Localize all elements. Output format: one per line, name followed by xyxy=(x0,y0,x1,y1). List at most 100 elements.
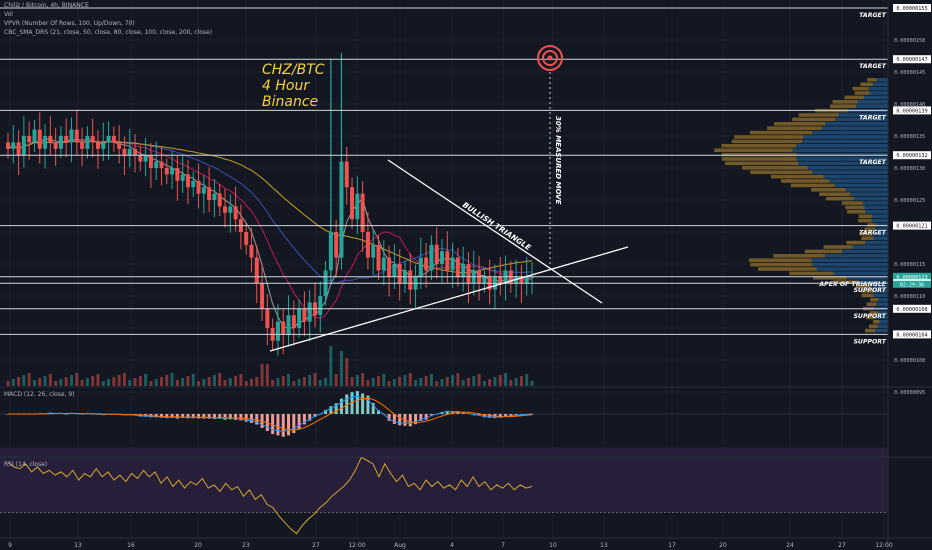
candle-body xyxy=(524,276,529,284)
price-tag-label: 0.00000121 xyxy=(896,224,927,230)
macd-hist-bar xyxy=(371,403,375,414)
volume-bar xyxy=(451,375,455,386)
vp-bar-up xyxy=(842,249,888,254)
macd-hist-bar xyxy=(440,411,444,414)
candle-body xyxy=(297,308,302,328)
x-tick-label: 4 xyxy=(450,542,454,549)
vp-bar-up xyxy=(838,113,888,117)
volume-bar xyxy=(22,375,26,386)
vp-bar-down xyxy=(865,328,876,333)
macd-hist-bar xyxy=(339,398,343,414)
level-label: SUPPORT xyxy=(853,287,886,294)
y-tick-label: 0.00000100 xyxy=(894,358,925,364)
volume-bar xyxy=(482,381,486,386)
candle-body xyxy=(159,161,164,168)
macd-hist-bar xyxy=(234,414,238,420)
volume-profile xyxy=(714,78,888,333)
vp-bar-down xyxy=(845,205,865,210)
y-tick-label: 0.00000125 xyxy=(894,198,925,204)
macd-hist-bar xyxy=(170,414,174,418)
candle-body xyxy=(360,193,365,232)
candle-body xyxy=(53,142,58,149)
vp-bar-down xyxy=(825,196,854,201)
volume-bar xyxy=(17,377,21,386)
macd-hist-bar xyxy=(482,414,486,418)
volume-bar xyxy=(461,380,465,386)
vp-bar-down xyxy=(860,82,873,86)
macd-hist-bar xyxy=(355,391,359,414)
volume-bar xyxy=(154,379,158,386)
symbol-title[interactable]: Chiliz / Bitcoin, 4h, BINANCE xyxy=(4,2,89,9)
price-tag-label: 0.00000104 xyxy=(896,332,927,338)
vp-bar-down xyxy=(813,276,847,280)
vp-bar-down xyxy=(832,100,858,104)
vp-bar-down xyxy=(790,183,835,188)
volume-bar xyxy=(27,373,31,386)
macd-hist-bar xyxy=(445,410,449,414)
candle-body xyxy=(80,142,85,149)
candle-body xyxy=(69,129,74,143)
vp-bar-up xyxy=(823,174,888,179)
vp-bar-up xyxy=(878,311,888,315)
level-label: TARGET xyxy=(859,159,887,166)
sma-indicator-label[interactable]: CBC_SMA_DRS (21, close, 50, close, 80, c… xyxy=(4,29,213,36)
vp-bar-up xyxy=(824,254,888,258)
vpvr-indicator-label[interactable]: VPVR (Number Of Rows, 100, Up/Down, 70) xyxy=(4,20,135,27)
ma-line xyxy=(7,140,533,274)
vp-bar-up xyxy=(792,148,888,152)
vp-bar-up xyxy=(835,117,888,122)
candle-body xyxy=(74,129,79,143)
candle-body xyxy=(154,161,159,168)
macd-hist-bar xyxy=(255,414,259,425)
level-label: SUPPORT xyxy=(853,313,886,320)
volume-bar xyxy=(297,379,301,386)
volume-bar xyxy=(165,375,169,386)
volume-bar xyxy=(75,373,79,386)
vp-bar-up xyxy=(872,232,888,236)
volume-bar xyxy=(318,380,322,386)
vp-bar-up xyxy=(873,289,888,293)
candle-body xyxy=(397,264,402,284)
vp-bar-down xyxy=(869,311,879,315)
candle-body xyxy=(392,264,397,277)
candle-body xyxy=(408,270,413,290)
vp-bar-down xyxy=(721,157,797,161)
vp-bar-down xyxy=(804,249,843,254)
vp-bar-up xyxy=(796,144,888,148)
vp-bar-down xyxy=(841,201,863,205)
volume-bar xyxy=(435,381,439,386)
volume-bar xyxy=(429,374,433,386)
vp-bar-up xyxy=(875,328,888,333)
volume-bar xyxy=(345,358,349,386)
volume-bar xyxy=(419,378,423,386)
x-tick-label: 9 xyxy=(8,542,12,549)
vp-bar-down xyxy=(749,130,813,135)
volume-bar xyxy=(403,375,407,386)
vp-bar-down xyxy=(742,166,808,170)
rsi-title: RSI (14, close) xyxy=(4,461,47,468)
y-tick-label: 0.00000140 xyxy=(894,102,925,108)
volume-bar xyxy=(228,378,232,386)
vp-bar-down xyxy=(823,245,853,249)
vp-bar-up xyxy=(850,192,888,196)
vp-bar-up xyxy=(868,86,888,91)
volume-bar xyxy=(519,376,523,386)
vp-bar-down xyxy=(798,113,839,117)
vp-bar-up xyxy=(876,223,888,227)
candle-body xyxy=(254,257,259,284)
volume-bar xyxy=(64,377,68,386)
chart-title-line: Binance xyxy=(262,94,318,110)
candle-body xyxy=(418,257,423,277)
volume-bar xyxy=(525,374,529,386)
candle-body xyxy=(318,296,323,316)
volume-bar xyxy=(377,376,381,386)
level-label: TARGET xyxy=(859,12,887,19)
x-tick-label: 12:00 xyxy=(348,542,365,549)
vol-indicator-label[interactable]: Vol xyxy=(4,11,13,18)
volume-bar xyxy=(477,374,481,386)
volume-bar xyxy=(249,379,253,386)
x-tick-label: 24 xyxy=(786,542,794,549)
candlesticks xyxy=(6,52,534,356)
macd-hist-bar xyxy=(504,414,508,417)
rsi-band xyxy=(0,447,888,513)
